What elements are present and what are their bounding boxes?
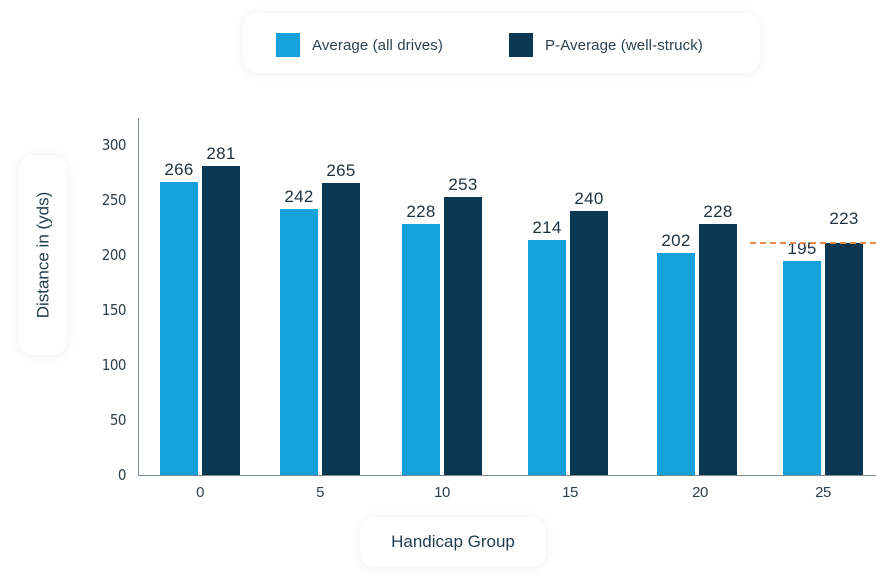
x-tick: 0 [196,484,204,501]
bar-value-label: 265 [326,161,356,180]
y-tick: 50 [109,411,127,429]
bar-p-average-15 [570,211,608,475]
bar-value-label: 242 [284,187,314,206]
bar-value-label: 202 [661,231,691,250]
y-tick: 100 [101,356,127,374]
bar-p-average-10 [444,197,482,475]
bar-p-average-0 [202,166,240,475]
y-axis-label: Distance in (yds) [33,191,53,319]
y-axis-label-box: Distance in (yds) [19,155,67,355]
bar-value-label: 223 [829,209,859,228]
legend-swatch-p-average [509,33,533,57]
legend-label-average: Average (all drives) [312,36,443,54]
legend-item-p-average: P-Average (well-struck) [509,33,703,57]
bar-value-label: 228 [703,202,733,221]
x-tick: 10 [434,484,450,501]
bar-p-average-5 [322,183,360,475]
bar-value-label: 253 [448,175,478,194]
y-tick: 200 [101,246,127,264]
bar-average-0 [160,182,198,475]
y-tick: 250 [101,191,127,209]
bar-value-label: 281 [206,144,236,163]
bar-average-10 [402,224,440,475]
bar-value-label: 214 [532,218,562,237]
bar-average-20 [657,253,695,475]
x-tick: 5 [316,484,324,501]
legend-label-p-average: P-Average (well-struck) [545,36,703,54]
bar-average-5 [280,209,318,475]
x-tick: 20 [692,484,708,501]
x-axis-label: Handicap Group [391,532,515,551]
legend-swatch-average [276,33,300,57]
legend-item-average: Average (all drives) [276,33,443,57]
bar-value-label: 240 [574,189,604,208]
bar-average-15 [528,240,566,475]
bar-average-25 [783,261,821,475]
x-tick: 25 [815,484,831,501]
reference-dashed-line [750,242,876,244]
y-axis-line [138,118,139,475]
bar-value-label: 266 [164,160,194,179]
bar-p-average-20 [699,224,737,475]
x-tick: 15 [562,484,578,501]
bar-value-label: 228 [406,202,436,221]
y-tick: 150 [101,301,127,319]
x-axis-label-box: Handicap Group [360,517,546,567]
y-tick: 300 [101,136,127,154]
x-axis-line [138,475,876,476]
legend: Average (all drives) P-Average (well-str… [243,13,760,73]
bar-p-average-25 [825,243,863,475]
y-tick: 0 [117,466,127,484]
